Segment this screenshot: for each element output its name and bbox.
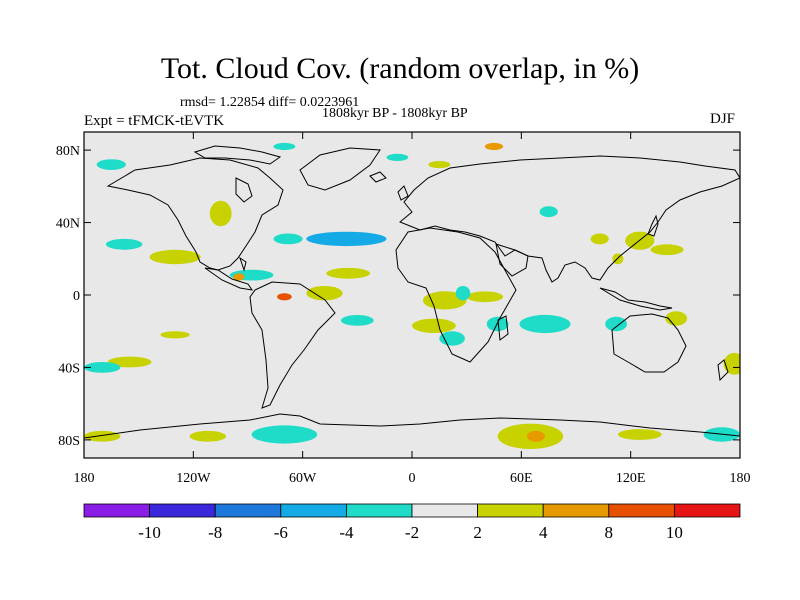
greenland-outline xyxy=(299,147,381,191)
anomaly-patch xyxy=(486,316,509,332)
anomaly-patch xyxy=(412,318,456,333)
anomaly-patch xyxy=(273,233,303,245)
colorbar-swatch xyxy=(542,503,610,518)
colorbar-label: 4 xyxy=(539,523,548,542)
anomaly-patch xyxy=(519,314,571,334)
anomaly-patch xyxy=(189,430,227,442)
anomaly-patch xyxy=(723,352,740,375)
experiment-label: Expt = tFMCK-tEVTK xyxy=(84,113,225,129)
rmsd-diff-stats: rmsd= 1.22854 diff= 0.0223961 xyxy=(180,95,360,110)
iceland-outline xyxy=(369,171,387,183)
season-label: DJF xyxy=(710,111,736,127)
lon-tick-label: 60E xyxy=(510,471,533,486)
anomaly-patch xyxy=(306,231,387,247)
anomaly-patch xyxy=(306,286,343,301)
anomaly-patch xyxy=(160,331,190,339)
lon-tick-label: 180 xyxy=(730,471,751,486)
anomaly-patch xyxy=(605,316,627,332)
anomaly-patch xyxy=(105,238,143,250)
colorbar-label: -4 xyxy=(339,523,354,542)
colorbar: -10 -8 -6 -4 -2 2 4 8 10 xyxy=(83,503,741,542)
lat-tick-label: 80S xyxy=(58,434,80,449)
lat-tick-label: 40S xyxy=(58,361,80,376)
anomaly-patch xyxy=(428,161,451,169)
colorbar-label: 10 xyxy=(666,523,683,542)
central-america-outline xyxy=(204,267,254,291)
anomaly-layer xyxy=(84,142,740,449)
colorbar-swatch xyxy=(345,503,413,518)
lon-tick-label: 180 xyxy=(74,471,95,486)
anomaly-patch xyxy=(326,267,371,279)
colorbar-swatch xyxy=(674,503,741,518)
lat-tick-label: 0 xyxy=(73,289,80,304)
colorbar-label: -2 xyxy=(405,523,419,542)
anomaly-patch xyxy=(617,429,662,440)
colorbar-swatch xyxy=(608,503,675,518)
colorbar-label: -8 xyxy=(208,523,222,542)
anomaly-patch xyxy=(386,153,409,161)
australia-outline xyxy=(611,313,687,373)
colorbar-swatch xyxy=(477,503,544,518)
colorbar-label: -10 xyxy=(138,523,161,542)
colorbar-swatch xyxy=(280,503,347,518)
japan-outline xyxy=(647,214,659,237)
anomaly-patch xyxy=(590,233,609,245)
colorbar-swatch xyxy=(214,503,282,518)
anomaly-patch xyxy=(96,159,126,171)
colorbar-swatch xyxy=(83,503,150,518)
lat-tick-label: 80N xyxy=(56,144,80,159)
eurasia-outline xyxy=(399,155,740,283)
map-axes: 180 120W 60W 0 60E 120E 180 80N 40N 0 40S 80S xyxy=(56,132,751,486)
lon-tick-label: 120W xyxy=(176,471,211,486)
anomaly-patch xyxy=(526,430,546,442)
coastline-layer xyxy=(84,145,740,439)
colorbar-label: 2 xyxy=(473,523,482,542)
new-zealand-outline xyxy=(717,359,729,382)
anomaly-patch xyxy=(466,291,504,303)
anomaly-patch xyxy=(650,244,684,256)
florida-outline xyxy=(239,256,247,272)
anomaly-patch xyxy=(273,142,296,151)
anomaly-patch xyxy=(107,356,152,368)
lat-tick-label: 40N xyxy=(56,217,80,232)
anomaly-patch xyxy=(539,206,558,218)
colorbar-label: -6 xyxy=(274,523,288,542)
anomaly-patch xyxy=(209,200,232,227)
map-background xyxy=(84,132,740,458)
anomaly-patch xyxy=(484,142,504,151)
lon-tick-label: 120E xyxy=(616,471,646,486)
anomaly-patch xyxy=(84,362,121,373)
anomaly-patch xyxy=(340,315,374,326)
southeast-asia-islands-outline xyxy=(599,287,673,311)
africa-outline xyxy=(395,227,517,363)
lon-tick-label: 0 xyxy=(409,471,416,486)
anomaly-patch xyxy=(251,425,318,444)
colorbar-swatch xyxy=(149,503,216,518)
madagascar-outline xyxy=(497,315,509,341)
arabia-outline xyxy=(495,243,529,277)
canadian-arctic-outline xyxy=(193,145,282,165)
colorbar-label: 8 xyxy=(605,523,614,542)
anomaly-patch xyxy=(149,249,201,265)
british-isles-outline xyxy=(397,185,409,201)
period-label: 1808kyr BP - 1808kyr BP xyxy=(322,106,468,121)
lon-tick-label: 60W xyxy=(289,471,317,486)
antarctica-outline xyxy=(84,413,740,439)
plot-title: Tot. Cloud Cov. (random overlap, in %) xyxy=(160,52,640,85)
hudson-bay-outline xyxy=(235,177,253,203)
anomaly-patch xyxy=(277,293,292,301)
anomaly-patch xyxy=(233,273,245,281)
anomaly-patch xyxy=(439,331,465,346)
colorbar-swatch xyxy=(411,503,478,518)
anomaly-patch xyxy=(455,286,471,301)
anomaly-patch xyxy=(665,311,688,326)
north-america-outline xyxy=(106,157,284,271)
south-america-outline xyxy=(249,281,336,409)
